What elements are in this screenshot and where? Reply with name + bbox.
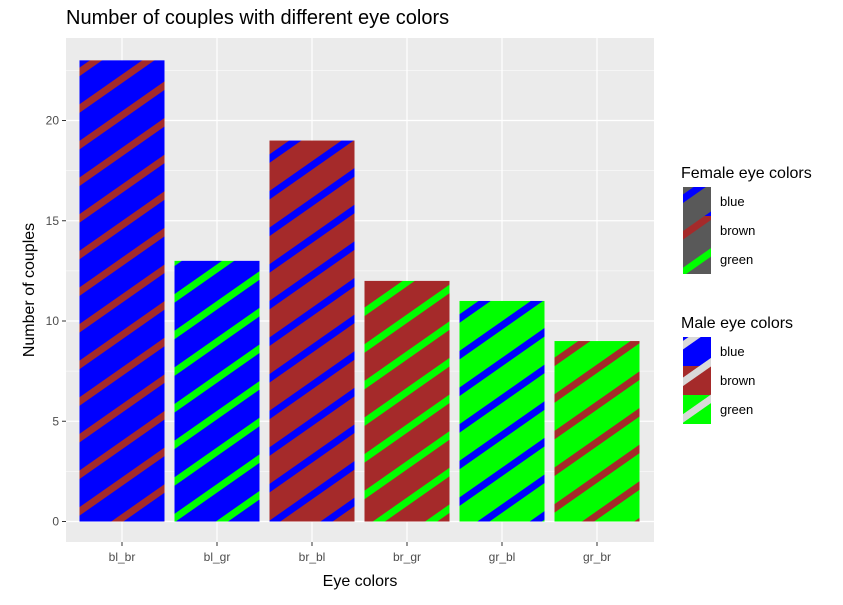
y-tick-label: 15	[46, 214, 60, 228]
y-tick-label: 5	[52, 414, 59, 428]
bar-br_gr	[364, 280, 450, 522]
legend-label: brown	[720, 223, 755, 238]
bar-gr_bl	[459, 300, 545, 522]
x-tick-label: gr_br	[583, 550, 611, 564]
legend-key	[683, 395, 711, 424]
x-axis-title: Eye colors	[323, 573, 398, 590]
legend-title: Female eye colors	[681, 165, 812, 182]
legend-label: brown	[720, 373, 755, 388]
legend-female: Female eye colors blue brown green	[681, 165, 812, 274]
legend-label: blue	[720, 194, 745, 209]
bar-br_bl	[269, 140, 355, 522]
y-tick-label: 20	[46, 114, 60, 128]
y-tick-label: 10	[46, 314, 60, 328]
chart-title: Number of couples with different eye col…	[66, 7, 449, 29]
bars	[79, 60, 640, 522]
legend-key	[683, 366, 711, 395]
legend-key	[683, 337, 711, 366]
bar-gr_br	[554, 341, 640, 522]
legend-male: Male eye colors blue brown green	[681, 315, 793, 424]
legend-label: green	[720, 402, 753, 417]
bar-bl_br	[79, 60, 165, 522]
y-axis: 0 5 10 15 20	[46, 114, 66, 529]
legend-key	[683, 216, 711, 245]
x-axis: bl_br bl_gr br_bl br_gr gr_bl gr_br	[109, 542, 611, 564]
legend-label: blue	[720, 344, 745, 359]
x-tick-label: bl_gr	[204, 550, 231, 564]
legend-key	[683, 187, 711, 216]
bar-bl_gr	[174, 260, 260, 522]
x-tick-label: br_gr	[393, 550, 421, 564]
x-tick-label: br_bl	[299, 550, 326, 564]
x-tick-label: bl_br	[109, 550, 136, 564]
legend-label: green	[720, 252, 753, 267]
legend-key	[683, 245, 711, 274]
y-tick-label: 0	[52, 515, 59, 529]
y-axis-title: Number of couples	[21, 223, 38, 357]
legend-title: Male eye colors	[681, 315, 793, 332]
x-tick-label: gr_bl	[489, 550, 516, 564]
